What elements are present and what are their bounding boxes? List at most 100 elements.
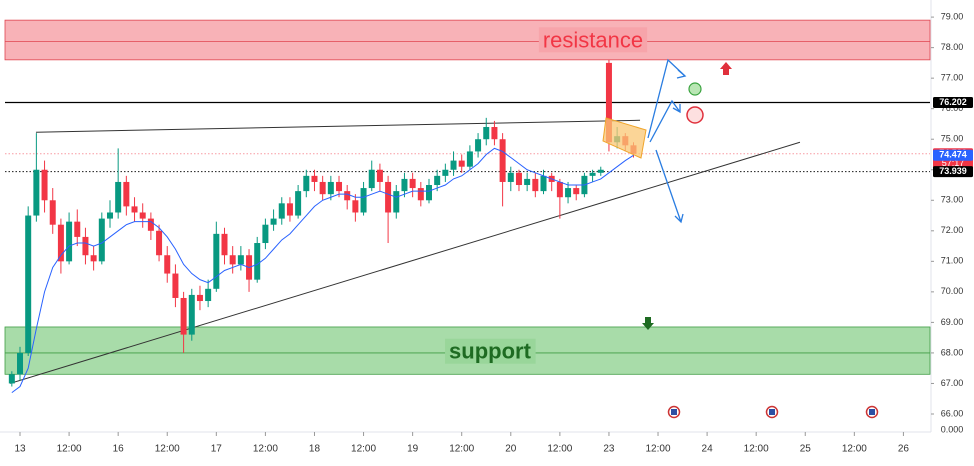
candle-body (434, 175, 441, 186)
zones: resistance support (4, 19, 931, 375)
price-label: 73.939 (939, 166, 967, 176)
y-tick-label: 68.00 (941, 347, 964, 357)
moving-average (11, 147, 634, 394)
price-label-bg (933, 97, 973, 109)
trendline (35, 119, 641, 133)
candle-body (368, 169, 375, 189)
candle-body (90, 255, 97, 262)
y-tick-label: 71.00 (941, 256, 964, 266)
x-tick-label: 12:00 (155, 444, 180, 455)
candle-body (483, 127, 490, 140)
price-label: 74.474 (939, 150, 967, 160)
arrowhead (674, 213, 684, 224)
candle-body (66, 221, 73, 262)
candle-body (278, 203, 285, 219)
x-tick-label: 18 (309, 444, 321, 455)
x-tick-label: 12:00 (449, 444, 474, 455)
y-tick-label: 75.00 (941, 134, 964, 144)
x-tick-label: 12:00 (351, 444, 376, 455)
event-flag (765, 405, 779, 419)
candle-body (17, 352, 24, 375)
candles (8, 59, 637, 394)
candle-body (393, 191, 400, 213)
y-tick-label: 73.00 (941, 195, 964, 205)
candle-body (286, 203, 293, 216)
candle-body (565, 188, 572, 198)
candle-body (115, 181, 122, 213)
x-tick-label: 12:00 (57, 444, 82, 455)
flag-channel (602, 117, 647, 159)
candle-body (475, 139, 482, 152)
x-tick-label: 12:00 (547, 444, 572, 455)
trendline (9, 141, 801, 384)
candle-body (352, 200, 359, 213)
stop-circle (686, 106, 704, 124)
x-tick-label: 12:00 (646, 444, 671, 455)
candle-body (360, 188, 367, 213)
candle-body (98, 218, 105, 262)
x-tick-label: 12:00 (842, 444, 867, 455)
zone-label: support (449, 339, 532, 364)
candle-body (425, 185, 432, 201)
volume-scale-label: 0.000 (941, 424, 964, 434)
candle-body (466, 151, 473, 167)
candle-body (311, 175, 318, 182)
candle-body (295, 191, 302, 216)
price-label-bg (933, 149, 973, 161)
zone-label: resistance (543, 27, 643, 52)
candle-body (82, 236, 89, 256)
y-tick-label: 79.00 (941, 11, 964, 21)
candle-body (106, 212, 113, 219)
candle-body (139, 212, 146, 219)
candle-body (327, 181, 334, 195)
candle-body (156, 230, 163, 256)
candle-body (180, 297, 187, 335)
candle-body (491, 127, 498, 140)
candle-body (597, 169, 604, 173)
candle-body (237, 255, 244, 265)
candle-body (524, 178, 531, 186)
candle-body (376, 169, 383, 182)
y-tick-label: 76.00 (941, 103, 964, 113)
candle-body (131, 206, 138, 213)
y-tick-label: 77.00 (941, 73, 964, 83)
y-tick-label: 69.00 (941, 317, 964, 327)
candle-body (303, 175, 310, 192)
candle-body (450, 160, 457, 170)
annotations (602, 58, 879, 419)
x-tick-label: 23 (603, 444, 615, 455)
candle-body (205, 288, 212, 302)
candle-body (319, 181, 326, 195)
x-tick-label: 13 (14, 444, 26, 455)
x-tick-label: 26 (898, 444, 910, 455)
x-tick-label: 25 (800, 444, 812, 455)
candle-body (221, 233, 228, 256)
candle-body (123, 181, 130, 207)
down-arrow-icon (642, 317, 654, 330)
candle-body (188, 294, 195, 335)
y-tick-label: 78.00 (941, 42, 964, 52)
x-tick-label: 12:00 (253, 444, 278, 455)
axes: 66.00 67.00 68.00 69.00 70.00 71.00 72.00 73.00… (14, 11, 973, 455)
candle-body (74, 221, 81, 237)
candle-body (229, 255, 236, 265)
candle-body (507, 172, 514, 182)
candle-body (254, 243, 261, 280)
candle-body (605, 62, 612, 143)
candle-body (499, 139, 506, 182)
zone-label-bg (538, 27, 648, 53)
candle-body (442, 169, 449, 176)
zone (4, 19, 931, 61)
candle-body (164, 255, 171, 274)
candle-body (573, 188, 580, 195)
candle-body (458, 160, 465, 167)
candle-body (196, 294, 203, 302)
candle-body (213, 233, 220, 289)
candle-body (589, 172, 596, 176)
up-arrow-icon (720, 62, 732, 75)
candle-body (556, 181, 563, 198)
countdown: 57:17 (942, 158, 965, 168)
candle-body (401, 178, 408, 192)
